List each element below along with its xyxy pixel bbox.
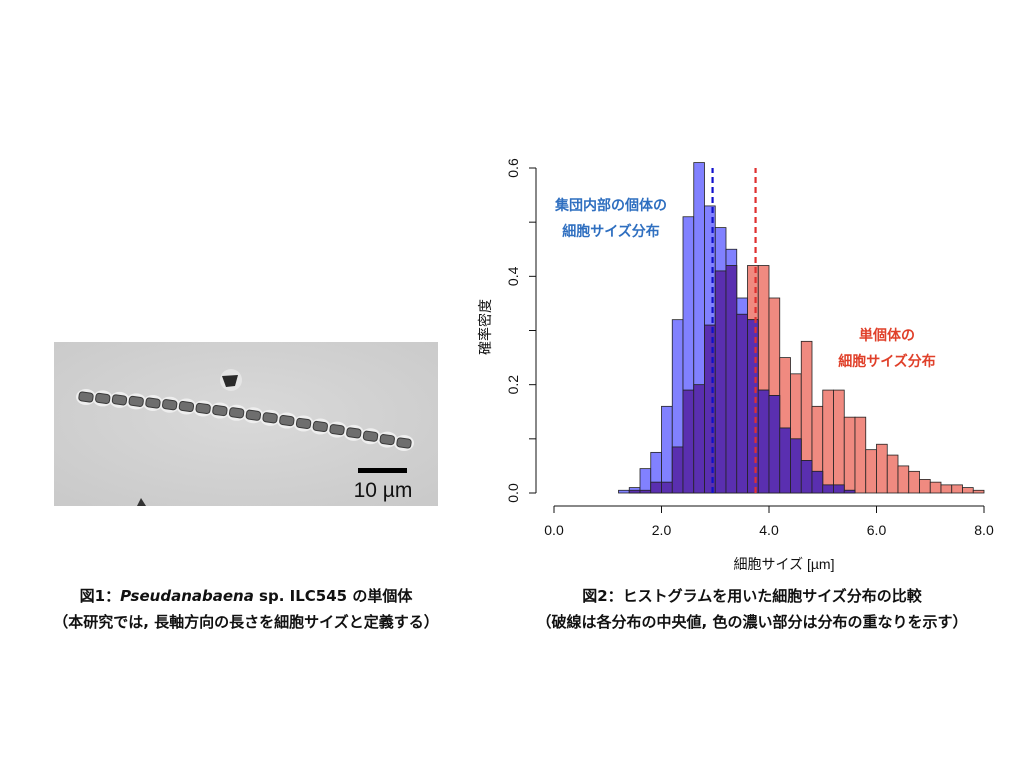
- series-single-label-line1: 単個体の: [859, 327, 915, 344]
- figure1-caption-line1: 図1：Pseudanabaena sp. ILC545 の単個体: [0, 583, 492, 609]
- histogram-bar-inside: [639, 468, 652, 494]
- y-tick-label: 0.0: [505, 483, 521, 503]
- filament-cell: [145, 397, 161, 409]
- histogram-bar-single: [897, 465, 910, 494]
- histogram-bar-single: [919, 479, 931, 494]
- series-single-label-line2: 細胞サイズ分布: [838, 353, 936, 370]
- debris-particle-bottom: [137, 498, 146, 506]
- filament-cell: [245, 409, 262, 421]
- x-tick-label: 8.0: [974, 522, 994, 538]
- debris-particle: [220, 369, 242, 391]
- histogram-bar-overlap: [833, 484, 845, 494]
- filament-cell: [95, 392, 111, 404]
- x-tick-label: 6.0: [867, 522, 887, 538]
- histogram-bar-inside: [661, 405, 673, 494]
- histogram-bar-single: [876, 443, 888, 494]
- figure2-caption-line2: （破線は各分布の中央値, 色の濃い部分は分布の重なりを示す）: [536, 613, 968, 631]
- histogram-bar-single: [843, 416, 856, 494]
- histogram-bar-inside: [618, 489, 630, 494]
- filament-cell: [396, 437, 412, 449]
- figure1-caption-species: Pseudanabaena: [120, 587, 254, 605]
- histogram-bar-overlap: [790, 438, 802, 494]
- histogram-bar-single: [822, 389, 834, 494]
- series-inside-label-line1: 集団内部の個体の: [554, 197, 667, 214]
- histogram-bar-overlap: [639, 489, 652, 494]
- filament-cell: [262, 412, 278, 424]
- figure1-caption-suffix: sp. ILC545 の単個体: [253, 587, 413, 605]
- histogram-bar-single: [972, 489, 985, 494]
- histogram-bar-single: [886, 454, 899, 494]
- filament-cell: [312, 420, 328, 433]
- figure2-caption-line1: 図2：ヒストグラムを用いた細胞サイズ分布の比較: [582, 587, 922, 605]
- histogram-bar-single: [854, 416, 867, 494]
- filament-cell: [128, 395, 144, 407]
- histogram-bar-single: [962, 487, 974, 494]
- histogram-bar-overlap: [714, 270, 727, 494]
- histogram-bar-overlap: [822, 484, 834, 494]
- histogram-bar-overlap: [628, 489, 641, 494]
- filament-cell: [362, 430, 379, 442]
- filament-cell: [329, 424, 345, 436]
- y-axis-label: 確率密度: [477, 299, 493, 355]
- scale-bar-label: 10 µm: [354, 479, 413, 502]
- histogram-bar-single: [929, 481, 942, 494]
- micrograph-image: 10 µm: [54, 342, 438, 506]
- x-tick-label: 0.0: [544, 522, 564, 538]
- histogram-bar-overlap: [661, 481, 673, 494]
- y-tick-label: 0.4: [505, 266, 521, 286]
- histogram-bar-single: [865, 449, 877, 494]
- histogram-bar-overlap: [725, 265, 738, 494]
- filament-cell: [162, 399, 178, 411]
- histogram-chart: 0.0 2.0 4.0 6.0 8.0 0.0 0.2 0.4 0.6 確率密度 細胞サイズ […: [477, 158, 994, 572]
- histogram-bar-overlap: [843, 489, 856, 494]
- histogram-bar-overlap: [693, 384, 705, 494]
- plot-area: [618, 162, 985, 494]
- x-tick-label: 2.0: [652, 522, 672, 538]
- filament-cell: [346, 427, 362, 439]
- histogram-bar-overlap: [800, 460, 813, 494]
- y-tick-label: 0.6: [505, 158, 521, 178]
- axes: 0.0 2.0 4.0 6.0 8.0 0.0 0.2 0.4 0.6: [505, 158, 994, 538]
- scale-bar: [358, 468, 407, 473]
- histogram-bar-single: [940, 484, 953, 494]
- filament-cell: [379, 434, 395, 446]
- filament-cell: [78, 391, 94, 403]
- histogram-bar-overlap: [650, 481, 662, 494]
- histogram-bar-overlap: [671, 446, 684, 494]
- figure1-caption-line2: （本研究では, 長軸方向の長さを細胞サイズと定義する）: [53, 613, 439, 631]
- histogram-bar-overlap: [768, 395, 781, 494]
- filament-cell: [178, 400, 195, 413]
- histogram-bar-single: [951, 484, 963, 494]
- histogram-bar-single: [833, 389, 845, 494]
- filament-cell: [295, 417, 312, 429]
- histogram-bar-overlap: [779, 427, 791, 494]
- y-tick-label: 0.2: [505, 375, 521, 395]
- histogram-bar-overlap: [682, 389, 695, 494]
- filament-cell: [212, 405, 228, 417]
- histogram-bar-overlap: [757, 389, 770, 494]
- histogram-bar-single: [908, 470, 920, 494]
- figure1-caption-prefix: 図1：: [79, 587, 121, 605]
- figure2-caption: 図2：ヒストグラムを用いた細胞サイズ分布の比較 （破線は各分布の中央値, 色の濃…: [480, 583, 1024, 635]
- x-axis-label: 細胞サイズ [µm]: [734, 556, 835, 572]
- cyanobacterium-filament: [76, 389, 414, 451]
- filament-cell: [195, 402, 211, 414]
- filament-cell: [228, 407, 245, 419]
- histogram-bar-overlap: [736, 313, 748, 494]
- series-inside-label-line2: 細胞サイズ分布: [562, 223, 660, 240]
- figure1-caption: 図1：Pseudanabaena sp. ILC545 の単個体 （本研究では,…: [0, 583, 492, 635]
- histogram-bar-overlap: [811, 470, 824, 494]
- filament-cell: [111, 394, 128, 406]
- filament-cell: [279, 415, 295, 427]
- x-tick-label: 4.0: [759, 522, 779, 538]
